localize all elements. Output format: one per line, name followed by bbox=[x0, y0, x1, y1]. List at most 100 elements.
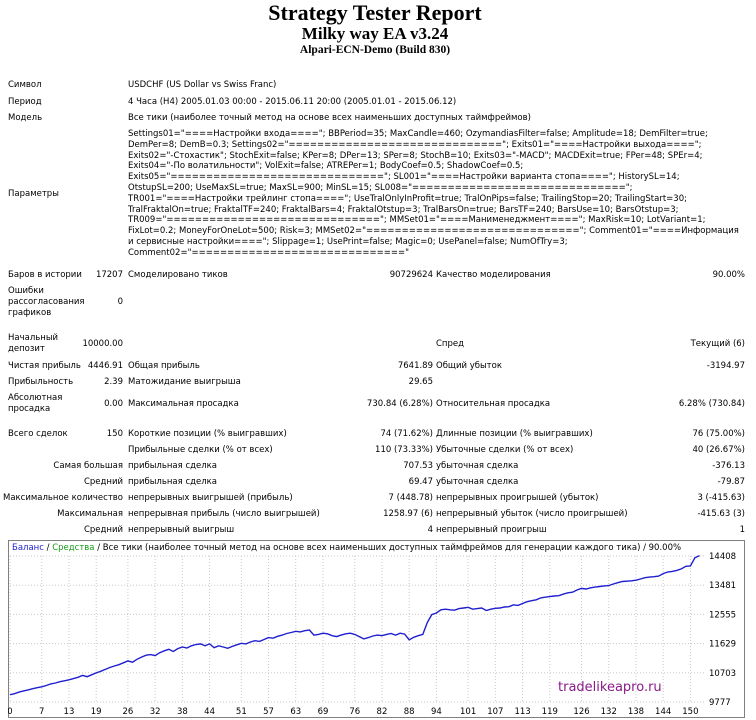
x-tick-label: 82 bbox=[377, 707, 388, 717]
params-label: Параметры bbox=[8, 189, 59, 199]
errors-label: Ошибки рассогласования графиков bbox=[8, 286, 85, 318]
legend-separator: / bbox=[46, 543, 50, 553]
net-profit-value: 4446.91 bbox=[87, 361, 123, 371]
params-value: Settings01="====Настройки входа===="; BB… bbox=[128, 129, 739, 258]
period-label: Период bbox=[8, 97, 42, 107]
expected-payoff-value: 29.65 bbox=[408, 377, 433, 387]
bars-value: 17207 bbox=[95, 270, 123, 280]
maximal-label: Максимальная bbox=[57, 509, 123, 519]
x-tick-label: 63 bbox=[290, 707, 301, 717]
symbol-value: USDCHF (US Dollar vs Swiss Franc) bbox=[128, 80, 277, 90]
chart-legend: Баланс / Средства / Все тики (наиболее т… bbox=[12, 543, 681, 553]
gross-loss-label: Общий убыток bbox=[436, 361, 502, 371]
x-tick-label: 76 bbox=[349, 707, 360, 717]
max-cons-loss-value: -415.63 (3) bbox=[697, 509, 745, 519]
spread-value: Текущий (6) bbox=[690, 339, 745, 349]
profit-factor-label: Прибыльность bbox=[8, 377, 74, 387]
chart-frame bbox=[8, 540, 745, 718]
largest-loss-value: -376.13 bbox=[712, 461, 745, 471]
x-tick-label: 107 bbox=[487, 707, 503, 717]
x-tick-label: 51 bbox=[236, 707, 247, 717]
profit-factor-value: 2.39 bbox=[104, 377, 123, 387]
rel-drawdown-label: Относительная просадка bbox=[436, 399, 551, 409]
largest-loss-label: убыточная сделка bbox=[436, 461, 519, 471]
long-positions-value: 76 (75.00%) bbox=[692, 429, 745, 439]
max-drawdown-value: 730.84 (6.28%) bbox=[366, 399, 433, 409]
x-tick-label: 144 bbox=[655, 707, 671, 717]
x-tick-label: 7 bbox=[39, 707, 44, 717]
long-positions-label: Длинные позиции (% выигравших) bbox=[436, 429, 593, 439]
max-cons-losses-value: 3 (-415.63) bbox=[697, 493, 745, 503]
gross-profit-value: 7641.89 bbox=[397, 361, 433, 371]
legend-equity: Средства bbox=[52, 543, 95, 553]
x-tick-label: 32 bbox=[150, 707, 161, 717]
y-tick-label: 13481 bbox=[709, 581, 736, 591]
deposit-label: Начальный депозит bbox=[8, 333, 59, 354]
x-tick-label: 113 bbox=[514, 707, 530, 717]
avg-cons-label: Средний bbox=[83, 525, 123, 535]
rel-drawdown-value: 6.28% (730.84) bbox=[678, 399, 745, 409]
max-cons-losses-label: непрерывных проигрышей (убыток) bbox=[436, 493, 599, 503]
x-tick-label: 126 bbox=[573, 707, 589, 717]
y-tick-label: 9777 bbox=[709, 698, 731, 708]
average-label: Средний bbox=[83, 477, 123, 487]
max-drawdown-label: Максимальная просадка bbox=[128, 399, 239, 409]
balance-series-line bbox=[9, 554, 700, 696]
x-tick-label: 13 bbox=[64, 707, 75, 717]
bars-label: Баров в истории bbox=[8, 270, 82, 280]
loss-trades-value: 40 (26.67%) bbox=[692, 445, 745, 455]
max-count-label: Максимальное количество bbox=[2, 493, 123, 503]
y-tick-label: 10703 bbox=[709, 669, 736, 679]
largest-label: Самая большая bbox=[53, 461, 123, 471]
avg-cons-wins-value: 4 bbox=[427, 525, 433, 535]
server-name: Alpari-ECN-Demo (Build 830) bbox=[299, 44, 451, 56]
short-positions-value: 74 (71.62%) bbox=[380, 429, 433, 439]
report-title: Strategy Tester Report bbox=[268, 0, 482, 25]
x-tick-label: 69 bbox=[318, 707, 329, 717]
model-label: Модель bbox=[8, 113, 43, 123]
x-tick-label: 150 bbox=[682, 707, 698, 717]
largest-profit-value: 707.53 bbox=[403, 461, 433, 471]
x-tick-label: 119 bbox=[542, 707, 558, 717]
period-value: 4 Часа (H4) 2005.01.03 00:00 - 2015.06.1… bbox=[128, 97, 457, 107]
ea-name: Milky way EA v3.24 bbox=[301, 24, 449, 43]
profit-trades-value: 110 (73.33%) bbox=[375, 445, 433, 455]
max-cons-wins-label: непрерывных выигрышей (прибыль) bbox=[128, 493, 293, 503]
x-tick-label: 38 bbox=[177, 707, 188, 717]
total-trades-label: Всего сделок bbox=[8, 429, 68, 439]
abs-drawdown-value: 0.00 bbox=[104, 399, 123, 409]
max-cons-profit-value: 1258.97 (6) bbox=[383, 509, 433, 519]
profit-trades-label: Прибыльные сделки (% от всех) bbox=[128, 445, 273, 455]
avg-profit-value: 69.47 bbox=[408, 477, 433, 487]
avg-profit-label: прибыльная сделка bbox=[128, 477, 218, 487]
x-tick-label: 57 bbox=[263, 707, 274, 717]
quality-value: 90.00% bbox=[712, 270, 745, 280]
y-tick-label: 11629 bbox=[709, 640, 736, 650]
legend-description: / Все тики (наиболее точный метод на осн… bbox=[97, 543, 682, 553]
quality-label: Качество моделирования bbox=[436, 270, 551, 280]
x-tick-label: 44 bbox=[204, 707, 215, 717]
avg-cons-losses-value: 1 bbox=[739, 525, 745, 535]
y-tick-label: 14408 bbox=[709, 552, 736, 562]
legend-balance: Баланс bbox=[12, 543, 44, 553]
net-profit-label: Чистая прибыль bbox=[8, 361, 81, 371]
short-positions-label: Короткие позиции (% выигравших) bbox=[128, 429, 287, 439]
x-tick-label: 0 bbox=[8, 707, 13, 717]
model-value: Все тики (наиболее точный метод на основ… bbox=[128, 113, 531, 123]
x-tick-label: 26 bbox=[123, 707, 134, 717]
loss-trades-label: Убыточные сделки (% от всех) bbox=[436, 445, 574, 455]
x-tick-label: 101 bbox=[460, 707, 476, 717]
max-cons-wins-value: 7 (448.78) bbox=[388, 493, 433, 503]
watermark-text: tradelikeapro.ru bbox=[558, 680, 662, 695]
gross-loss-value: -3194.97 bbox=[706, 361, 745, 371]
avg-cons-wins-label: непрерывный выигрыш bbox=[128, 525, 235, 535]
x-tick-label: 88 bbox=[404, 707, 415, 717]
ticks-value: 90729624 bbox=[389, 270, 433, 280]
x-tick-label: 138 bbox=[628, 707, 644, 717]
avg-loss-value: -79.87 bbox=[717, 477, 745, 487]
x-tick-label: 19 bbox=[91, 707, 102, 717]
avg-loss-label: убыточная сделка bbox=[436, 477, 519, 487]
chart-plot: 9777 10703 11629 12555 13481 14408 0 7 13 19 26 32 3… bbox=[8, 540, 745, 718]
abs-drawdown-label: Абсолютная просадка bbox=[8, 393, 63, 414]
y-tick-label: 12555 bbox=[709, 610, 736, 620]
